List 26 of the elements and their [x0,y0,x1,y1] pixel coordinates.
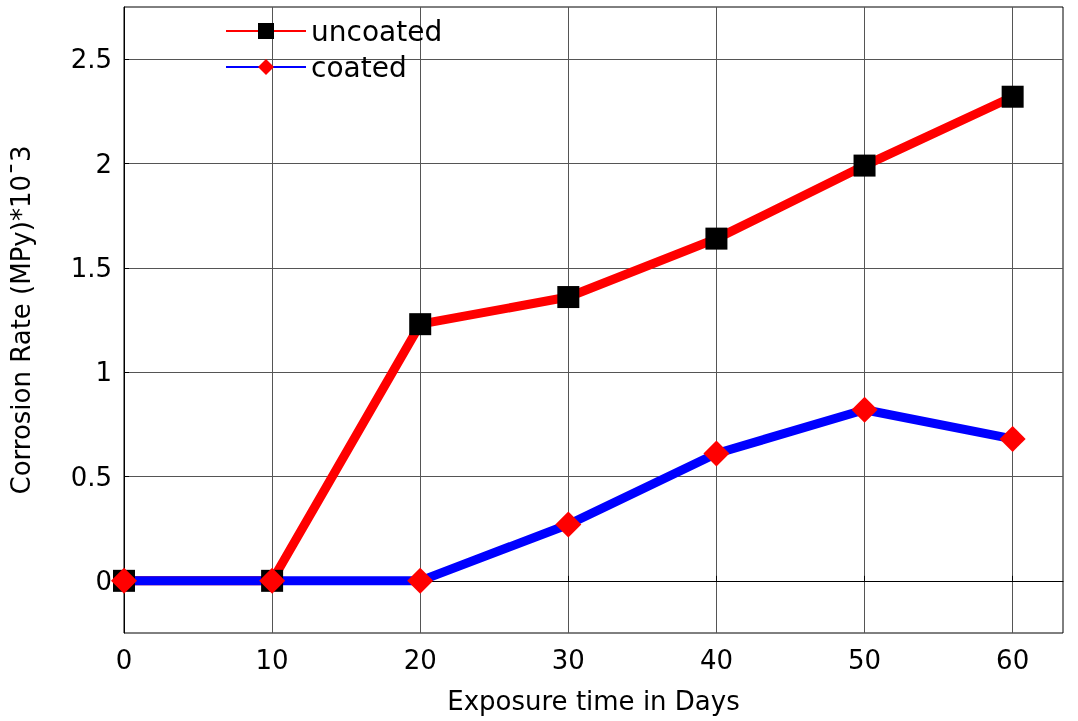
x-tick-label: 40 [699,645,733,675]
legend-label: coated [311,50,407,84]
y-tick-label: 0 [95,565,112,596]
point [557,286,580,309]
point [999,425,1026,452]
y-tick-label: 2 [95,148,112,179]
point [407,567,434,594]
x-tick-label: 0 [115,645,133,675]
y-tick-label: 2.5 [70,44,112,75]
x-tick-label: 20 [403,645,437,675]
point [851,396,878,423]
y-tick-label: 0.5 [70,461,112,492]
x-axis-title: Exposure time in Days [447,686,740,716]
y-tick-label: 1 [95,357,112,388]
point [555,511,582,538]
y-axis-title: Corrosion Rate (MPy)*10ˉ3 [6,145,36,495]
x-tick-label: 10 [255,645,289,675]
x-tick-label: 60 [996,645,1030,675]
x-tick-label: 30 [551,645,585,675]
x-tick-label: 50 [847,645,882,675]
point [705,227,728,250]
point [1001,85,1024,108]
point [853,154,876,177]
point [703,440,730,467]
point [409,313,432,336]
y-tick-label: 1.5 [70,252,112,283]
